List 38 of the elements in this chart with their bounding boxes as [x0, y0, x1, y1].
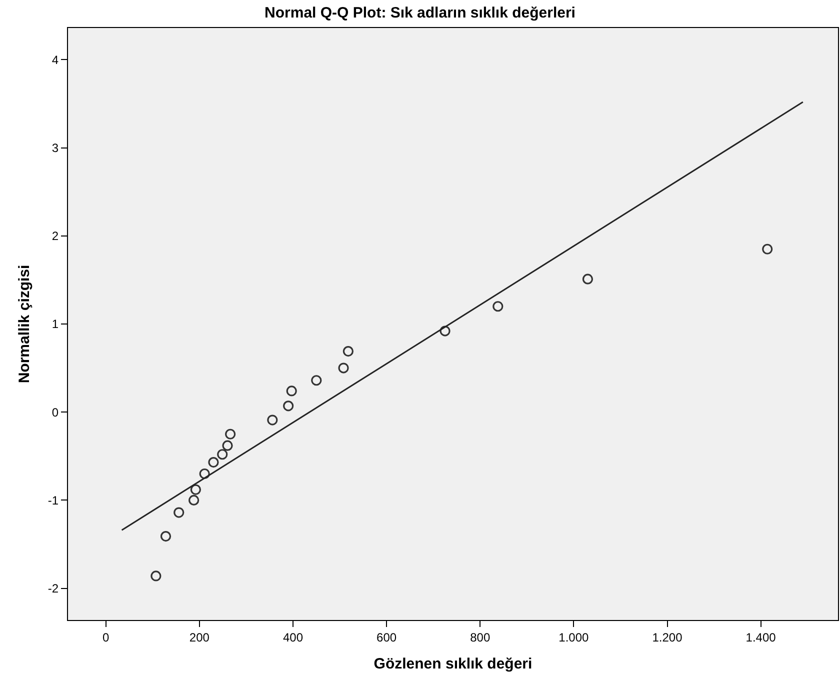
- x-tick-label: 1.400: [746, 630, 776, 644]
- x-axis-title: Gözlenen sıklık değeri: [374, 655, 532, 672]
- x-tick-label: 1.000: [558, 630, 590, 644]
- point: [283, 400, 294, 412]
- chart-title: Normal Q-Q Plot: Sık adların sıklık değerleri: [264, 4, 576, 22]
- x-tick-label: 1.200: [652, 630, 683, 644]
- point: [150, 570, 162, 582]
- y-tick-label: -2: [48, 581, 59, 596]
- y-tick-label: 2: [52, 229, 59, 244]
- x-tick-label: 0: [102, 630, 110, 644]
- x-tick-label: 200: [189, 630, 210, 644]
- point: [225, 428, 236, 440]
- y-tick-label: -1: [48, 493, 59, 508]
- point: [582, 274, 594, 284]
- point: [342, 346, 354, 357]
- x-tick-label: 400: [282, 630, 304, 644]
- point: [492, 301, 504, 312]
- y-axis-title: Normallik çizgisi: [16, 264, 34, 384]
- point: [286, 386, 297, 396]
- y-tick-label: 1: [52, 317, 59, 332]
- point: [267, 414, 278, 426]
- point: [440, 326, 450, 336]
- point: [338, 362, 349, 374]
- y-tick-label: 4: [52, 52, 59, 67]
- point: [190, 484, 202, 495]
- point: [208, 457, 219, 468]
- point: [188, 494, 200, 506]
- point: [199, 468, 210, 480]
- point: [311, 375, 322, 386]
- point: [160, 531, 172, 542]
- y-tick-label: 3: [52, 141, 59, 156]
- point: [174, 507, 184, 518]
- point: [762, 244, 773, 254]
- x-tick-label: 600: [376, 630, 397, 644]
- point: [217, 449, 228, 460]
- x-tick-label: 800: [470, 630, 490, 644]
- y-tick-label: 0: [52, 405, 59, 420]
- point: [222, 440, 233, 451]
